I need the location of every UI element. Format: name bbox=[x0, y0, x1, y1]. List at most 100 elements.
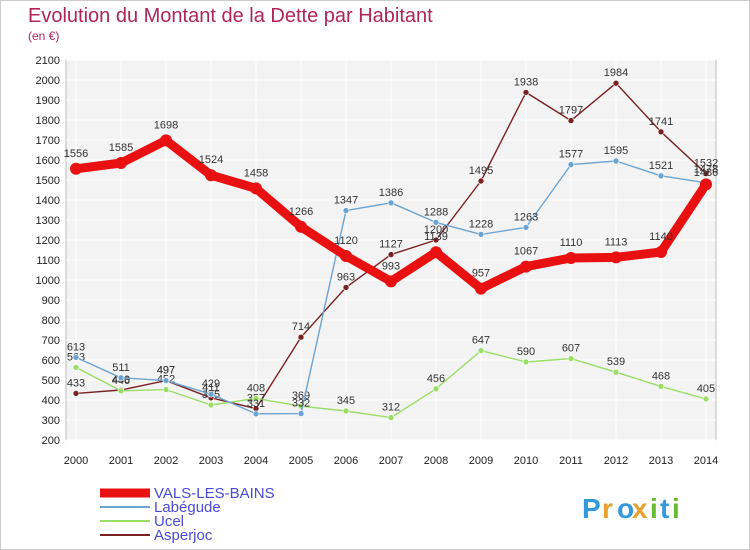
data-point bbox=[115, 157, 127, 169]
data-point bbox=[207, 401, 215, 409]
legend-label: Labégude bbox=[154, 499, 221, 516]
data-label: 1532 bbox=[694, 158, 718, 170]
data-point bbox=[610, 251, 622, 264]
data-label: 613 bbox=[67, 341, 85, 353]
x-tick-label: 2000 bbox=[64, 455, 88, 467]
data-point bbox=[475, 282, 487, 295]
x-tick-label: 2003 bbox=[199, 455, 223, 467]
y-tick-label: 400 bbox=[42, 395, 60, 407]
y-tick-label: 1100 bbox=[36, 255, 60, 267]
data-label: 1139 bbox=[424, 231, 448, 243]
data-point bbox=[162, 377, 170, 384]
data-point bbox=[387, 414, 395, 421]
brand-letter: r bbox=[602, 493, 613, 524]
x-tick-label: 2008 bbox=[424, 455, 448, 467]
data-point bbox=[72, 354, 80, 361]
data-point bbox=[342, 284, 350, 291]
data-point bbox=[612, 157, 620, 165]
data-point bbox=[295, 220, 307, 233]
x-tick-label: 2004 bbox=[244, 455, 268, 467]
y-tick-label: 500 bbox=[42, 375, 60, 387]
data-label: 647 bbox=[472, 335, 490, 347]
y-tick-label: 700 bbox=[42, 335, 60, 347]
y-tick-label: 900 bbox=[42, 295, 60, 307]
data-label: 590 bbox=[517, 346, 535, 358]
data-label: 1486 bbox=[694, 167, 718, 179]
data-point bbox=[565, 252, 577, 264]
data-label: 539 bbox=[607, 356, 625, 368]
y-tick-label: 1600 bbox=[36, 155, 60, 167]
data-point bbox=[117, 374, 125, 382]
data-point bbox=[657, 128, 665, 136]
brand-letter: i bbox=[650, 493, 658, 524]
data-point bbox=[655, 246, 667, 258]
y-tick-label: 2100 bbox=[36, 55, 60, 67]
x-tick-label: 2011 bbox=[559, 455, 583, 467]
data-point bbox=[432, 219, 440, 226]
data-label: 1110 bbox=[560, 237, 583, 249]
data-point bbox=[430, 246, 442, 259]
data-point bbox=[342, 207, 350, 214]
x-axis-ticks: 2000 2001 2002 2003 2004 2005 2006 2007 2008 2009… bbox=[64, 455, 718, 467]
data-point bbox=[567, 117, 575, 124]
data-label: 1556 bbox=[64, 148, 88, 160]
y-tick-label: 1900 bbox=[36, 95, 60, 107]
y-tick-label: 1000 bbox=[36, 275, 60, 287]
grid bbox=[66, 59, 716, 441]
data-label: 497 bbox=[157, 365, 175, 377]
legend-label: VALS-LES-BAINS bbox=[154, 485, 275, 502]
y-tick-label: 800 bbox=[42, 315, 60, 327]
data-point bbox=[700, 178, 712, 191]
data-label: 1386 bbox=[379, 187, 403, 199]
data-label: 1585 bbox=[109, 142, 133, 154]
data-label: 511 bbox=[112, 362, 130, 374]
y-tick-label: 200 bbox=[42, 435, 60, 447]
x-tick-label: 2001 bbox=[109, 455, 133, 467]
data-point bbox=[340, 250, 352, 262]
data-point bbox=[387, 199, 395, 207]
x-tick-label: 2012 bbox=[604, 455, 628, 467]
data-label: 1521 bbox=[649, 160, 673, 172]
data-label: 433 bbox=[67, 377, 85, 389]
data-label: 468 bbox=[652, 370, 670, 382]
x-tick-label: 2013 bbox=[649, 455, 673, 467]
data-label: 1741 bbox=[649, 116, 673, 128]
data-label: 456 bbox=[427, 373, 445, 385]
data-point bbox=[477, 347, 485, 354]
data-label: 405 bbox=[697, 383, 715, 395]
brand-letter: i bbox=[672, 493, 680, 524]
data-label: 1266 bbox=[289, 206, 313, 218]
data-point bbox=[387, 251, 395, 258]
data-label: 345 bbox=[337, 395, 355, 407]
data-label: 408 bbox=[247, 382, 265, 394]
data-point bbox=[520, 260, 532, 273]
brand-letter: o bbox=[617, 493, 634, 524]
data-label: 332 bbox=[292, 398, 310, 410]
data-label: 1458 bbox=[244, 167, 268, 179]
data-point bbox=[205, 169, 217, 182]
data-label: 1495 bbox=[469, 165, 493, 177]
data-label: 1938 bbox=[514, 76, 538, 88]
data-label: 1228 bbox=[469, 218, 493, 230]
data-label: 429 bbox=[202, 378, 220, 390]
data-point bbox=[432, 385, 440, 393]
data-point bbox=[702, 170, 710, 177]
data-label: 963 bbox=[337, 271, 355, 283]
chart-title: Evolution du Montant de la Dette par Hab… bbox=[28, 5, 433, 27]
data-point bbox=[522, 89, 530, 96]
data-label: 1120 bbox=[334, 235, 358, 247]
data-label: 1113 bbox=[605, 236, 628, 248]
data-label: 1347 bbox=[334, 195, 358, 207]
data-label: 1478 bbox=[694, 163, 718, 175]
y-tick-label: 600 bbox=[42, 355, 60, 367]
data-point bbox=[297, 333, 305, 341]
data-label: 1524 bbox=[199, 154, 223, 166]
x-tick-label: 2002 bbox=[154, 455, 178, 467]
data-point bbox=[207, 390, 215, 398]
data-point bbox=[342, 407, 350, 415]
y-tick-label: 1400 bbox=[36, 195, 60, 207]
data-point bbox=[477, 177, 485, 185]
data-point bbox=[117, 387, 125, 395]
